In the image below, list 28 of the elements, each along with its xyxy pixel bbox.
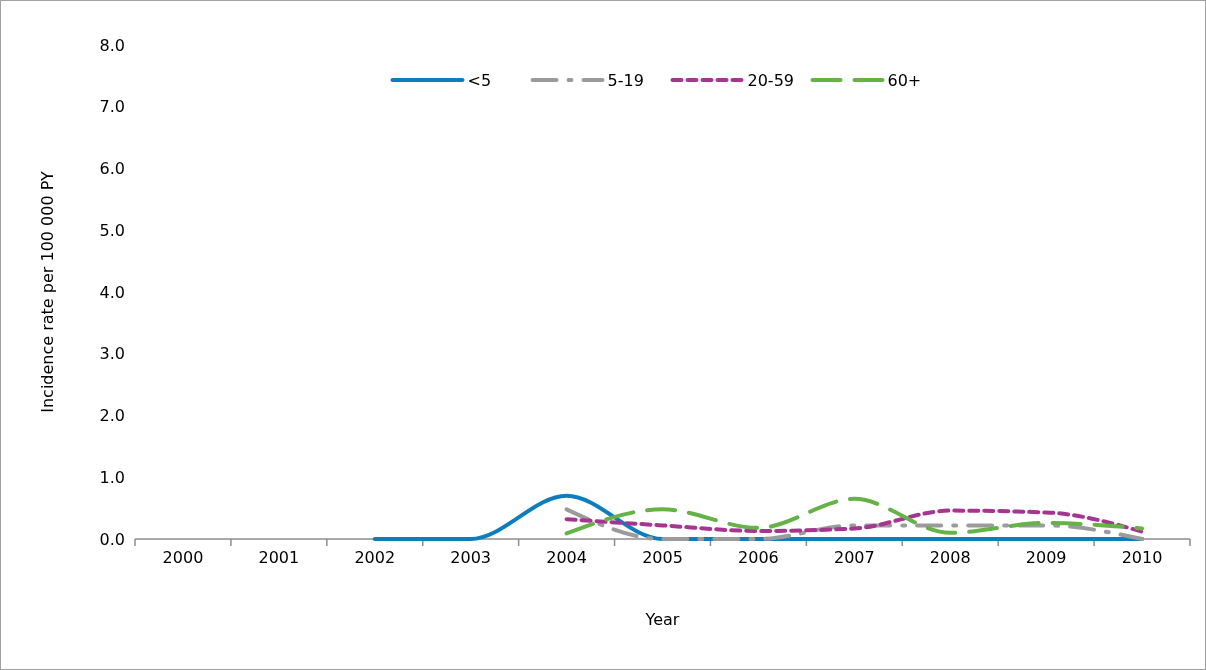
line-series bbox=[564, 508, 1145, 534]
legend-label: 5-19 bbox=[607, 70, 644, 90]
y-tick-label: 3.0 bbox=[99, 344, 125, 364]
y-tick-label: 0.0 bbox=[99, 529, 125, 549]
x-tick-label: 2007 bbox=[833, 548, 875, 567]
legend-label: 60+ bbox=[887, 70, 922, 90]
x-tick-label: 2001 bbox=[258, 548, 300, 567]
y-tick-label: 1.0 bbox=[99, 467, 125, 487]
y-tick-label: 5.0 bbox=[99, 220, 125, 240]
x-tick-label: 2009 bbox=[1025, 548, 1067, 567]
x-tick-label: 2005 bbox=[642, 548, 683, 567]
y-tick-label: 4.0 bbox=[99, 282, 125, 302]
x-tick-label: 2002 bbox=[354, 548, 396, 567]
x-axis-title: Year bbox=[644, 610, 680, 629]
y-tick-label: 8.0 bbox=[99, 35, 125, 55]
y-axis-title: Incidence rate per 100 000 PY bbox=[38, 171, 57, 413]
legend-label: <5 bbox=[467, 70, 492, 90]
y-tick-label: 6.0 bbox=[99, 159, 125, 179]
x-tick-label: 2010 bbox=[1121, 548, 1163, 567]
x-tick-label: 2003 bbox=[450, 548, 492, 567]
x-tick-label: 2004 bbox=[546, 548, 587, 567]
legend-label: 20-59 bbox=[747, 70, 794, 90]
x-tick-label: 2000 bbox=[162, 548, 204, 567]
y-tick-label: 2.0 bbox=[99, 406, 125, 426]
x-tick-label: 2008 bbox=[929, 548, 971, 567]
line-series bbox=[564, 496, 1145, 536]
x-tick-label: 2006 bbox=[738, 548, 779, 567]
y-tick-label: 7.0 bbox=[99, 97, 125, 117]
